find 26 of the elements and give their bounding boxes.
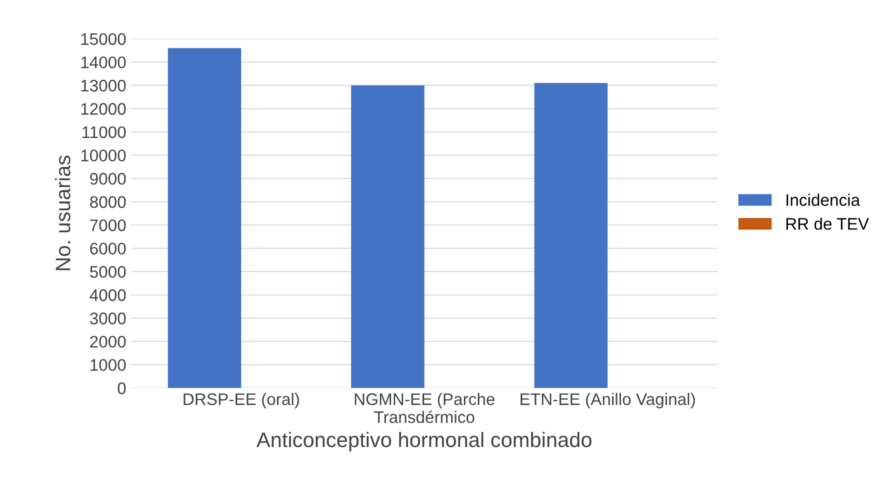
bar bbox=[351, 85, 424, 388]
y-tick-label: 9000 bbox=[90, 172, 126, 185]
y-tick-label: 14000 bbox=[81, 56, 126, 68]
y-tick-label: 7000 bbox=[90, 219, 126, 232]
legend-label: Incidencia bbox=[786, 194, 860, 206]
y-tick-label: 3000 bbox=[90, 312, 126, 324]
y-tick-label: 2000 bbox=[90, 336, 126, 348]
y-axis-title: No. usuarias bbox=[55, 156, 70, 270]
bar bbox=[534, 83, 608, 388]
x-tick-label: NGMN-EE (Parche Transdérmico bbox=[354, 392, 494, 424]
y-tick-label: 5000 bbox=[90, 266, 126, 278]
y-tick-label: 11000 bbox=[82, 126, 126, 138]
y-tick-label: 1000 bbox=[90, 359, 126, 371]
y-tick-label: 12000 bbox=[81, 103, 126, 115]
x-tick-label: DRSP-EE (oral) bbox=[184, 392, 299, 408]
y-tick-label: 8000 bbox=[90, 196, 126, 208]
y-tick-label: 4000 bbox=[90, 289, 126, 302]
y-tick-label: 15000 bbox=[81, 33, 126, 46]
y-tick-label: 6000 bbox=[90, 242, 126, 255]
y-tick-label: 13000 bbox=[81, 80, 126, 92]
x-axis-title: Anticonceptivo hormonal combinado bbox=[256, 432, 592, 452]
legend-label: RR de TEV bbox=[786, 218, 869, 230]
x-tick-label: ETN-EE (Anillo Vaginal) bbox=[520, 392, 695, 408]
y-tick-label: 10000 bbox=[81, 150, 126, 162]
y-tick-label: 0 bbox=[118, 382, 126, 394]
bar bbox=[168, 48, 242, 388]
